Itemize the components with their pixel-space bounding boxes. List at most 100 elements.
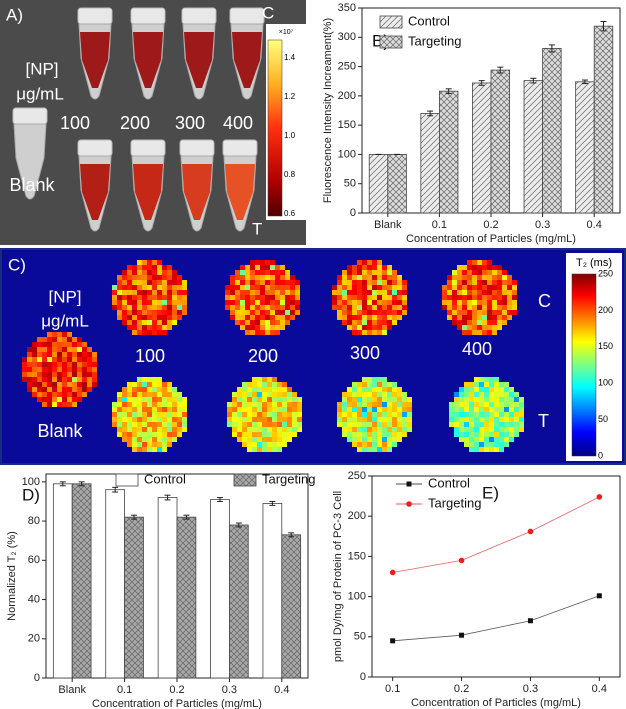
pixel	[469, 387, 474, 392]
pixel	[337, 300, 342, 305]
pixel	[474, 432, 479, 437]
pixel	[225, 285, 230, 290]
pixel	[230, 315, 235, 320]
pixel	[242, 422, 247, 427]
pixel	[494, 387, 499, 392]
pixel	[372, 320, 377, 325]
pixel	[484, 397, 489, 402]
pixel	[377, 392, 382, 397]
control-mark: C	[262, 3, 274, 22]
pixel	[280, 290, 285, 295]
pixel	[489, 377, 494, 382]
pixel	[52, 357, 57, 362]
pixel	[245, 275, 250, 280]
legend-label: Control	[428, 475, 470, 490]
pixel	[382, 320, 387, 325]
pixel	[235, 300, 240, 305]
pixel	[504, 382, 509, 387]
pixel	[250, 330, 255, 335]
pixel	[245, 315, 250, 320]
pixel	[117, 422, 122, 427]
pixel	[387, 397, 392, 402]
pixel	[280, 280, 285, 285]
pixel	[512, 290, 517, 295]
pixel	[282, 397, 287, 402]
pixel	[504, 397, 509, 402]
pixel	[342, 305, 347, 310]
pixel	[255, 295, 260, 300]
pixel	[464, 392, 469, 397]
pixel	[449, 412, 454, 417]
pixel	[270, 295, 275, 300]
pixel	[267, 397, 272, 402]
pixel	[232, 417, 237, 422]
pixel	[472, 320, 477, 325]
pixel	[157, 387, 162, 392]
pixel	[157, 275, 162, 280]
pixel	[87, 357, 92, 362]
pixel	[387, 392, 392, 397]
y-tick-label: 200	[348, 510, 366, 522]
pixel	[367, 397, 372, 402]
unit-label: μg/mL	[16, 84, 64, 103]
pixel	[484, 392, 489, 397]
pixel	[137, 377, 142, 382]
pixel	[157, 300, 162, 305]
dose-label: 300	[350, 343, 380, 363]
pixel	[57, 332, 62, 337]
pixel	[342, 392, 347, 397]
pixel	[459, 397, 464, 402]
pixel	[87, 367, 92, 372]
pixel	[112, 412, 117, 417]
pixel	[377, 310, 382, 315]
pixel	[372, 407, 377, 412]
pixel	[27, 372, 32, 377]
pixel	[474, 412, 479, 417]
pixel	[282, 402, 287, 407]
pixel	[372, 427, 377, 432]
pixel	[489, 412, 494, 417]
pixel	[32, 387, 37, 392]
pixel	[484, 447, 489, 452]
pixel	[357, 387, 362, 392]
conc-label: [NP]	[25, 59, 58, 78]
pixel	[509, 402, 514, 407]
pixel	[227, 417, 232, 422]
pixel	[252, 427, 257, 432]
pixel	[272, 412, 277, 417]
pixel	[469, 392, 474, 397]
pixel	[37, 392, 42, 397]
pixel	[252, 442, 257, 447]
pixel	[142, 382, 147, 387]
pixel	[147, 422, 152, 427]
pixel	[372, 387, 377, 392]
pixel	[272, 427, 277, 432]
pixel	[117, 407, 122, 412]
pixel	[387, 402, 392, 407]
pixel	[337, 315, 342, 320]
pixel	[230, 280, 235, 285]
pixel	[357, 265, 362, 270]
pixel	[152, 270, 157, 275]
pixel	[275, 280, 280, 285]
pixel	[362, 427, 367, 432]
pixel	[257, 432, 262, 437]
pixel	[112, 402, 117, 407]
pixel	[52, 362, 57, 367]
pixel	[392, 402, 397, 407]
t2-map	[22, 332, 97, 407]
pixel	[77, 362, 82, 367]
pixel	[504, 427, 509, 432]
tube	[77, 139, 113, 232]
pixel	[247, 437, 252, 442]
pixel	[352, 442, 357, 447]
pixel	[267, 387, 272, 392]
pixel	[282, 442, 287, 447]
pixel	[72, 402, 77, 407]
pixel	[407, 422, 412, 427]
pixel	[92, 352, 97, 357]
pixel	[367, 265, 372, 270]
pixel	[347, 402, 352, 407]
pixel	[382, 265, 387, 270]
